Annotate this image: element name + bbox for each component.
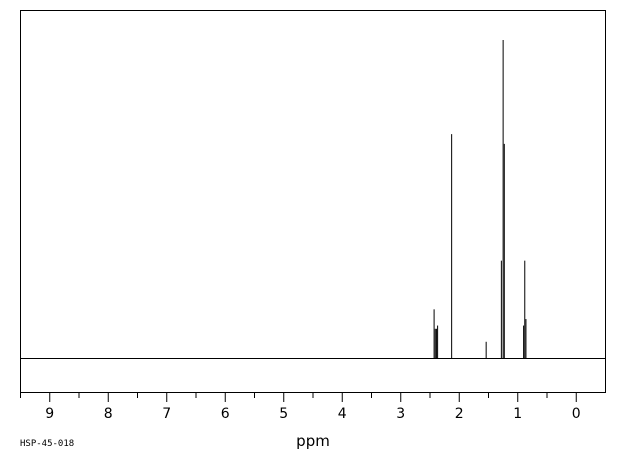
x-tick-label: 3 <box>396 406 405 422</box>
plot-frame <box>20 10 606 393</box>
x-axis-ticks: 9 8 7 6 5 4 3 2 1 0 <box>20 393 581 422</box>
x-tick-label: 5 <box>279 406 288 422</box>
x-tick-label: 9 <box>45 406 54 422</box>
x-tick-label: 1 <box>513 406 522 422</box>
x-tick-label: 8 <box>104 406 113 422</box>
x-tick-label: 2 <box>455 406 464 422</box>
x-tick-label: 4 <box>338 406 347 422</box>
x-tick-label: 7 <box>162 406 171 422</box>
x-tick-label: 0 <box>572 406 581 422</box>
x-axis-label: ppm <box>296 432 330 450</box>
peaks-layer <box>433 40 527 358</box>
x-tick-label: 6 <box>221 406 230 422</box>
spectrum-code: HSP-45-018 <box>20 439 74 449</box>
